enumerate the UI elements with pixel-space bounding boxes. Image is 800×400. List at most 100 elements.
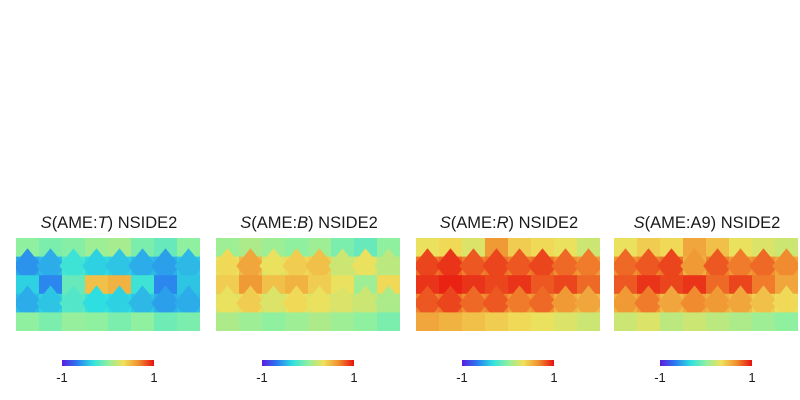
map-title: S(AME:T) NSIDE2 — [6, 214, 212, 233]
heatmap-cell — [574, 285, 600, 321]
heatmap-cell — [374, 248, 400, 284]
heatmap-cell — [416, 248, 442, 284]
title-variable: R — [496, 214, 509, 232]
heatmap-cell — [39, 275, 63, 295]
heatmap-cell — [85, 275, 109, 295]
heatmap-cell — [85, 238, 109, 258]
heatmap-cell — [752, 275, 776, 295]
title-variable: A9 — [690, 214, 711, 232]
heatmap-cell — [551, 285, 580, 321]
heatmap-cell — [574, 248, 600, 284]
heatmap-cell — [462, 275, 486, 295]
map-title: S(AME:A9) NSIDE2 — [604, 214, 800, 233]
heatmap-cell — [752, 312, 776, 331]
heatmap-cell — [439, 275, 463, 295]
heatmap-cell — [614, 285, 640, 321]
heatmap-cell — [637, 238, 661, 258]
heatmap-cell — [775, 275, 798, 295]
heatmap-cell — [239, 238, 263, 258]
colorbar — [62, 360, 154, 366]
heatmap-cell — [485, 238, 509, 258]
heatmap-cell — [131, 312, 155, 331]
heatmap-cell — [262, 275, 286, 295]
heatmap-cell — [282, 248, 311, 284]
heatmap-cell — [108, 275, 132, 295]
heatmap-cell — [351, 248, 380, 284]
heatmap-cell — [151, 285, 180, 321]
heatmap-cell — [308, 312, 332, 331]
heatmap-cell — [16, 312, 40, 331]
heatmap-cell — [680, 248, 709, 284]
heatmap-cell — [216, 248, 242, 284]
heatmap-cell — [154, 275, 178, 295]
heatmap-cell — [16, 238, 40, 258]
title-open: (AME: — [251, 214, 298, 232]
title-symbol: S — [40, 214, 52, 232]
heatmap-cell — [637, 275, 661, 295]
heatmap-cell — [62, 275, 86, 295]
heatmap-cell — [706, 238, 730, 258]
heatmap-cell — [239, 275, 263, 295]
heatmap-cell — [305, 248, 334, 284]
title-close: ) NSIDE2 — [107, 214, 178, 232]
heatmap-cell — [351, 285, 380, 321]
heatmap-cell — [772, 285, 798, 321]
heatmap-cell — [331, 275, 355, 295]
heatmap-cell — [683, 238, 707, 258]
colorbar-min-label: -1 — [456, 370, 468, 385]
heatmap-cell — [308, 275, 332, 295]
heatmap-cell — [239, 312, 263, 331]
heatmap-cell — [39, 312, 63, 331]
heatmap-cell — [108, 238, 132, 258]
heatmap-cell — [216, 312, 240, 331]
heatmap-cell — [154, 238, 178, 258]
heatmap-cell — [485, 312, 509, 331]
heatmap-cell — [614, 275, 638, 295]
heatmap-cell — [377, 275, 400, 295]
heatmap-cell — [729, 238, 753, 258]
heatmap-cell — [462, 238, 486, 258]
heatmap-cell — [528, 248, 557, 284]
heatmap-cell — [331, 312, 355, 331]
colorbar-min-label: -1 — [256, 370, 268, 385]
heatmap-cell — [577, 312, 600, 331]
heatmap-cell — [262, 312, 286, 331]
title-symbol: S — [240, 214, 252, 232]
heatmap-cell — [775, 312, 798, 331]
heatmap-cell — [59, 248, 88, 284]
title-close: ) NSIDE2 — [308, 214, 378, 232]
colorbar-max-label: 1 — [150, 370, 158, 385]
title-open: (AME: — [644, 214, 691, 232]
title-open: (AME: — [51, 214, 98, 232]
heatmap-cell — [285, 312, 309, 331]
heatmap-cell — [439, 312, 463, 331]
colorbar-max-label: 1 — [550, 370, 558, 385]
title-variable: T — [97, 214, 108, 232]
heatmap-cell — [85, 312, 109, 331]
colorbar-max-label: 1 — [350, 370, 358, 385]
heatmap-cell — [177, 238, 200, 258]
heatmap-cell — [285, 238, 309, 258]
heatmap-cell — [377, 238, 400, 258]
map-title: S(AME:R) NSIDE2 — [406, 214, 612, 233]
heatmap-cell — [177, 312, 200, 331]
heatmap-cell — [531, 238, 555, 258]
heatmap-cell — [660, 312, 684, 331]
heatmap-cell — [416, 238, 440, 258]
colorbar-min-label: -1 — [654, 370, 666, 385]
heatmap-cell — [614, 238, 638, 258]
heatmap-cell — [354, 275, 378, 295]
heatmap-map — [16, 238, 200, 331]
heatmap-cell — [706, 312, 730, 331]
map-panel-t: S(AME:T) NSIDE2 -1 1 — [16, 0, 202, 400]
heatmap-cell — [131, 275, 155, 295]
heatmap-cell — [752, 238, 776, 258]
heatmap-cell — [416, 275, 440, 295]
heatmap-cell — [177, 275, 200, 295]
heatmap-cell — [174, 248, 200, 284]
heatmap-cell — [62, 238, 86, 258]
heatmap-cell — [508, 238, 532, 258]
heatmap-cell — [551, 248, 580, 284]
heatmap-cell — [683, 275, 707, 295]
heatmap-cell — [16, 248, 42, 284]
